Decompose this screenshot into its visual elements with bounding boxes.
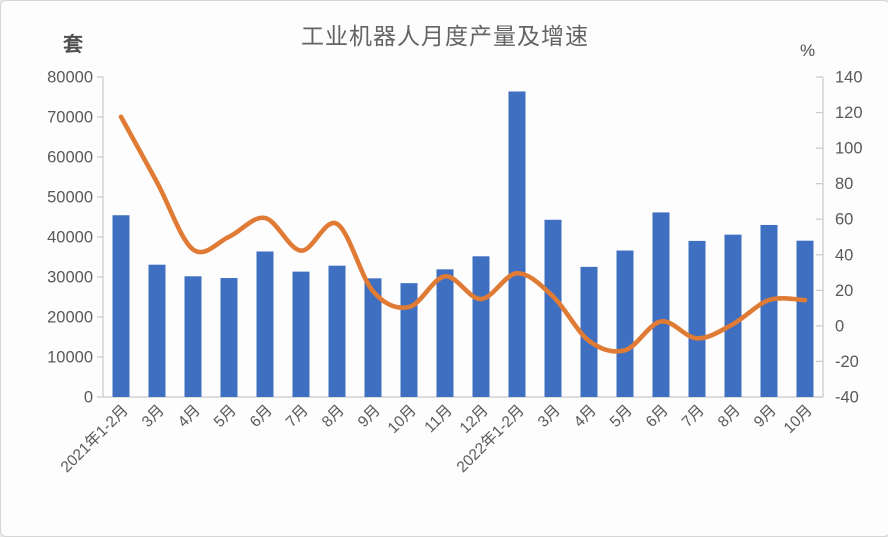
x-axis-category-label: 6月 [247, 402, 276, 431]
production-bar [220, 278, 238, 397]
production-bar [544, 219, 562, 397]
right-axis-tick-label: 20 [835, 282, 853, 300]
x-axis-category-label: 10月 [781, 402, 816, 437]
right-axis-tick-label: 40 [835, 246, 853, 264]
left-axis-tick-label: 10000 [47, 349, 93, 367]
production-bar [328, 265, 346, 397]
production-bar [292, 271, 310, 397]
production-bar [400, 283, 418, 397]
right-axis-tick-label: 80 [835, 175, 853, 193]
production-bar [112, 215, 130, 397]
production-bar [364, 278, 382, 397]
left-axis-tick-label: 50000 [47, 189, 93, 207]
x-axis-category-label: 5月 [211, 402, 240, 431]
left-axis-tick-label: 70000 [47, 109, 93, 127]
left-axis-tick-label: 40000 [47, 229, 93, 247]
x-axis-category-label: 4月 [571, 402, 600, 431]
x-axis-category-label: 3月 [535, 402, 564, 431]
production-bar [688, 240, 706, 397]
x-axis-category-label: 7月 [679, 402, 708, 431]
x-axis-category-label: 8月 [319, 402, 348, 431]
production-bar [580, 266, 598, 397]
production-bar [616, 250, 634, 397]
right-axis-tick-label: -20 [835, 353, 859, 371]
left-axis-tick-label: 30000 [47, 269, 93, 287]
x-axis-category-label: 8月 [715, 402, 744, 431]
production-bar [148, 264, 166, 397]
left-axis-tick-label: 60000 [47, 149, 93, 167]
x-axis-category-label: 6月 [643, 402, 672, 431]
right-axis-tick-label: -40 [835, 389, 859, 407]
production-bar [652, 212, 670, 397]
production-bar [796, 240, 814, 397]
left-axis-tick-label: 0 [84, 389, 93, 407]
x-axis-category-label: 7月 [283, 402, 312, 431]
x-axis-category-label: 2021年1-2月 [57, 401, 132, 476]
x-axis-category-label: 3月 [139, 402, 168, 431]
production-bar [436, 269, 454, 397]
x-axis-category-label: 10月 [385, 402, 420, 437]
x-axis-category-label: 11月 [421, 402, 455, 436]
production-bar [724, 234, 742, 397]
production-bar [760, 224, 778, 397]
x-axis-category-label: 2022年1-2月 [453, 401, 528, 476]
right-axis-tick-label: 60 [835, 211, 853, 229]
right-axis-tick-label: 120 [835, 104, 863, 122]
production-bar [472, 256, 490, 397]
x-axis-category-label: 4月 [175, 402, 204, 431]
x-axis-category-label: 9月 [355, 402, 384, 431]
left-axis-tick-label: 80000 [47, 69, 93, 87]
production-bar [184, 276, 202, 397]
growth-line [118, 114, 808, 354]
right-axis-tick-label: 140 [835, 69, 863, 87]
chart-title: 工业机器人月度产量及增速 [301, 23, 589, 49]
left-axis-unit-label: 套 [63, 34, 83, 56]
production-bar [256, 251, 274, 397]
x-axis-category-label: 9月 [751, 402, 780, 431]
left-axis-tick-label: 20000 [47, 309, 93, 327]
right-axis-tick-label: 100 [835, 140, 863, 158]
x-axis-category-label: 5月 [607, 402, 636, 431]
right-axis-unit-label: % [800, 41, 816, 60]
production-bar [508, 91, 526, 397]
right-axis-tick-label: 0 [835, 317, 844, 335]
